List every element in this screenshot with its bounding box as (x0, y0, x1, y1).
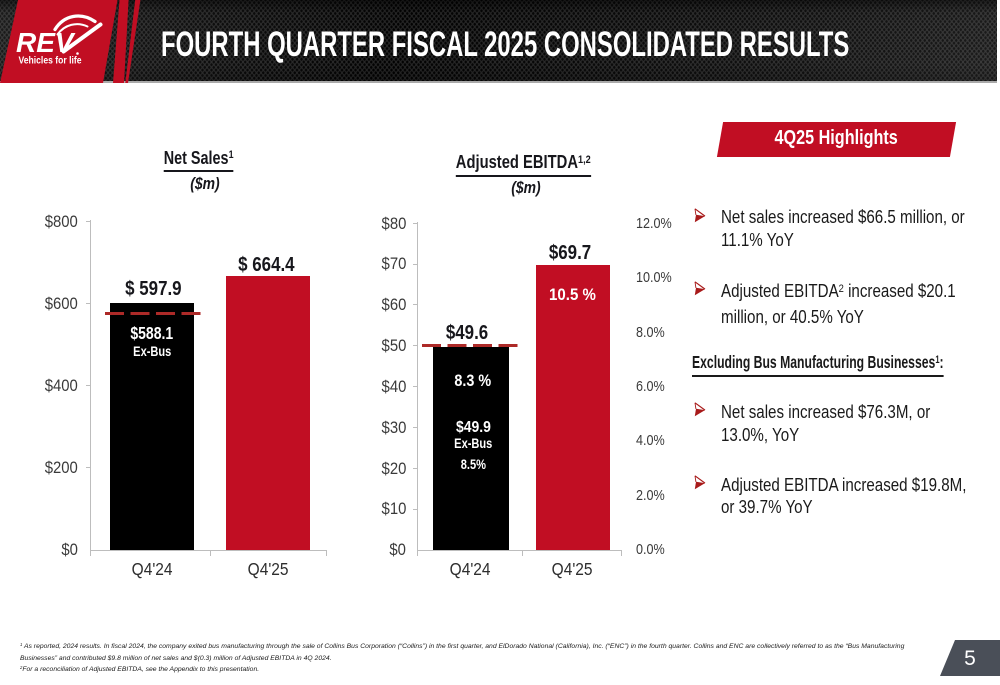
svg-text:Vehicles for life: Vehicles for life (18, 55, 81, 66)
svg-text:REV: REV (16, 27, 76, 58)
